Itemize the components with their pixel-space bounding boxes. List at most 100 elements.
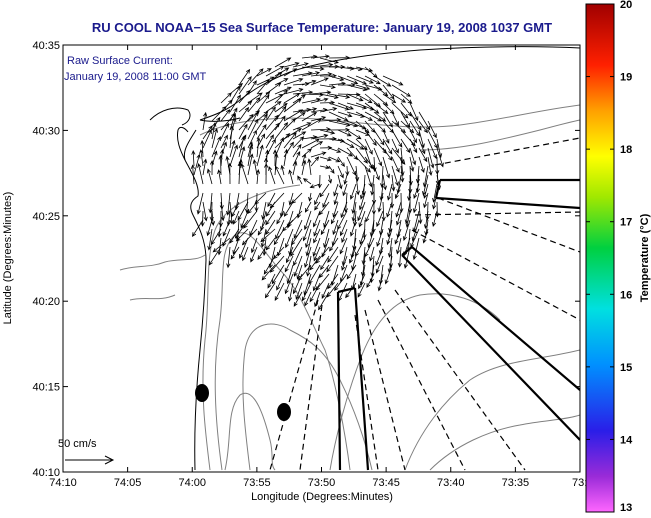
current-vector — [337, 66, 355, 71]
current-vector — [280, 164, 285, 176]
current-vector — [346, 147, 359, 161]
current-vector — [409, 147, 417, 166]
current-vector — [391, 129, 403, 148]
current-vector — [274, 115, 286, 131]
current-vector — [346, 138, 365, 150]
current-vector — [366, 273, 375, 288]
current-vector — [247, 118, 259, 140]
current-vector — [211, 136, 221, 158]
current-vector — [408, 165, 413, 186]
current-vector — [292, 71, 313, 77]
current-vector — [310, 133, 329, 140]
radar-beams — [269, 137, 580, 471]
current-vector — [415, 165, 421, 184]
current-vector — [250, 246, 258, 263]
current-vector — [364, 66, 378, 78]
current-vector — [265, 219, 276, 235]
current-vector — [423, 192, 429, 209]
current-vector — [301, 153, 307, 167]
current-vector — [394, 183, 402, 200]
current-vector — [265, 101, 282, 113]
colorbar-ticks: 20 19 18 17 16 15 14 13 — [586, 0, 633, 514]
current-vector — [229, 139, 236, 158]
current-vector — [265, 237, 276, 251]
x-tick-label: 73:40 — [437, 477, 465, 489]
current-vector — [202, 201, 208, 222]
current-vector — [332, 219, 339, 236]
current-vector — [229, 144, 238, 167]
long-island-coast — [199, 46, 580, 121]
current-vector — [301, 118, 322, 131]
beam-line — [364, 309, 406, 471]
contour-line-northeast — [419, 119, 580, 151]
beam-line — [437, 197, 580, 253]
current-vector — [308, 264, 321, 285]
contour-line-nearshore-south — [224, 392, 276, 471]
current-vector — [264, 282, 276, 299]
current-vector — [370, 174, 375, 196]
current-vector — [328, 127, 350, 132]
current-vector — [337, 75, 359, 85]
current-vector — [332, 201, 339, 218]
current-vector — [400, 165, 405, 183]
current-vector — [290, 237, 303, 257]
current-vector — [423, 183, 429, 199]
mooring-dot — [277, 403, 291, 421]
current-vector — [418, 156, 425, 174]
current-vector — [358, 210, 366, 228]
current-vector — [314, 192, 321, 206]
current-vector — [308, 192, 313, 202]
current-vector — [256, 137, 261, 158]
current-vector — [427, 120, 437, 139]
current-vector — [320, 219, 330, 236]
current-vector — [310, 54, 330, 59]
current-vector — [240, 163, 249, 185]
current-vector — [376, 210, 384, 228]
current-vector — [265, 114, 279, 131]
current-vector — [387, 237, 393, 258]
current-vector — [232, 237, 240, 255]
current-vector — [391, 156, 400, 173]
current-vector — [211, 127, 218, 149]
current-vector — [384, 264, 393, 285]
current-vectors — [190, 54, 444, 311]
current-vector — [303, 210, 312, 231]
x-tick-label: 74:05 — [114, 477, 142, 489]
current-vector — [358, 192, 366, 211]
current-vector — [402, 219, 411, 241]
current-vector — [364, 120, 376, 133]
current-vector — [297, 175, 303, 185]
current-vector — [230, 246, 240, 260]
colorbar-tick-label: 14 — [620, 434, 633, 446]
current-vector — [209, 159, 215, 176]
current-vector — [292, 273, 303, 295]
current-vector — [247, 111, 259, 131]
current-vector — [387, 183, 393, 201]
current-vector — [375, 246, 384, 266]
current-vector — [301, 66, 325, 71]
y-tick-label: 40:25 — [32, 211, 60, 223]
current-vector — [422, 174, 429, 196]
current-vector — [231, 201, 240, 218]
mooring-dot — [195, 384, 209, 402]
current-vector — [377, 192, 384, 213]
current-vector — [220, 201, 225, 222]
current-vector — [257, 246, 267, 260]
current-vector — [364, 102, 380, 114]
current-vector — [326, 255, 339, 273]
current-vector — [341, 255, 348, 271]
y-tick-label: 40:10 — [32, 467, 60, 479]
current-annotation-line2: January 19, 2008 11:00 GMT — [64, 71, 207, 83]
current-vector — [382, 102, 395, 115]
current-vector — [301, 97, 321, 104]
current-vector — [196, 192, 204, 215]
current-vector — [262, 237, 267, 257]
current-vector — [247, 201, 258, 215]
current-vector — [328, 64, 346, 69]
y-axis-label: Latitude (Degrees:Minutes) — [2, 192, 14, 325]
current-vector — [283, 62, 300, 68]
current-vector — [397, 246, 402, 268]
current-vector — [339, 219, 348, 237]
current-vector — [346, 75, 368, 85]
current-vector — [238, 100, 253, 113]
